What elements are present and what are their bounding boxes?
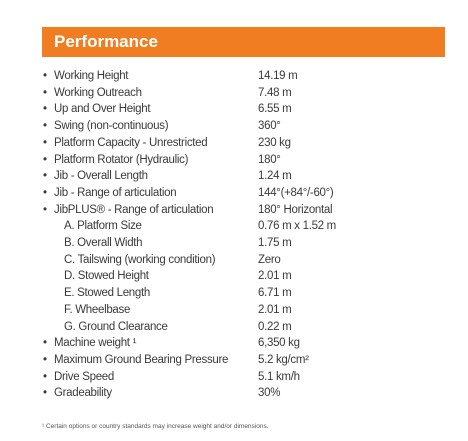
spec-label: Gradeability	[54, 387, 112, 400]
bullet: •	[43, 337, 48, 350]
spec-value: 1.24 m	[258, 170, 292, 183]
sub-spec-value: 0.76 m x 1.52 m	[258, 220, 336, 233]
sub-spec-label: B. Overall Width	[64, 237, 143, 249]
bullet: •	[43, 387, 48, 400]
spec-label: Jib - Overall Length	[54, 170, 148, 183]
spec-value: 7.48 m	[258, 86, 292, 99]
spec-label: Up and Over Height	[54, 103, 151, 116]
spec-label: Platform Rotator (Hydraulic)	[54, 153, 189, 166]
sub-spec-label: A. Platform Size	[64, 220, 142, 233]
spec-label: Swing (non-continuous)	[54, 120, 169, 133]
spec-value: 360°	[258, 120, 281, 133]
spec-value: 180° Horizontal	[258, 203, 333, 216]
sub-spec-value: 0.22 m	[258, 320, 292, 333]
spec-value: 5.2 kg/cm²	[258, 353, 309, 366]
bullet: •	[43, 86, 48, 99]
bullet: •	[43, 353, 48, 366]
spec-label: Maximum Ground Bearing Pressure	[54, 353, 229, 366]
spec-label: Working Height	[54, 70, 129, 82]
bullet: •	[43, 186, 48, 199]
spec-value: 30%	[258, 387, 281, 400]
sub-spec-label: G. Ground Clearance	[64, 320, 168, 333]
bullet: •	[43, 70, 48, 82]
footnote: ¹ Certain options or country standards m…	[42, 423, 269, 430]
bullet: •	[43, 136, 48, 149]
sub-spec-label: E. Stowed Length	[64, 287, 150, 300]
sub-spec-value: 6.71 m	[258, 287, 292, 300]
sub-spec-value: 2.01 m	[258, 303, 292, 316]
sub-spec-label: F. Wheelbase	[64, 303, 131, 316]
spec-label: Drive Speed	[54, 370, 114, 383]
bullet: •	[43, 103, 48, 116]
spec-value: 144°(+84°/-60°)	[258, 186, 334, 199]
bullet: •	[43, 203, 48, 216]
spec-value: 14.19 m	[258, 70, 298, 82]
spec-label: Working Outreach	[54, 86, 142, 99]
sub-spec-label: C. Tailswing (working condition)	[64, 253, 216, 266]
sub-spec-label: D. Stowed Height	[64, 270, 149, 283]
sub-spec-value: 1.75 m	[258, 237, 292, 249]
bullet: •	[43, 153, 48, 166]
bullet: •	[43, 120, 48, 133]
sub-spec-value: 2.01 m	[258, 270, 292, 283]
spec-label: JibPLUS® - Range of articulation	[54, 203, 214, 216]
spec-label: Jib - Range of articulation	[54, 186, 177, 199]
spec-value: 180°	[258, 153, 281, 166]
spec-value: 6,350 kg	[258, 337, 300, 350]
spec-value: 5.1 km/h	[258, 370, 300, 383]
bullet: •	[43, 370, 48, 383]
spec-label: Platform Capacity - Unrestricted	[54, 136, 208, 149]
section-title: Performance	[54, 32, 158, 51]
spec-value: 230 kg	[258, 136, 291, 149]
sub-spec-value: Zero	[258, 253, 281, 266]
section-header: Performance	[42, 27, 445, 57]
spec-label: Machine weight ¹	[54, 337, 137, 350]
bullet: •	[43, 170, 48, 183]
spec-value: 6.55 m	[258, 103, 292, 116]
